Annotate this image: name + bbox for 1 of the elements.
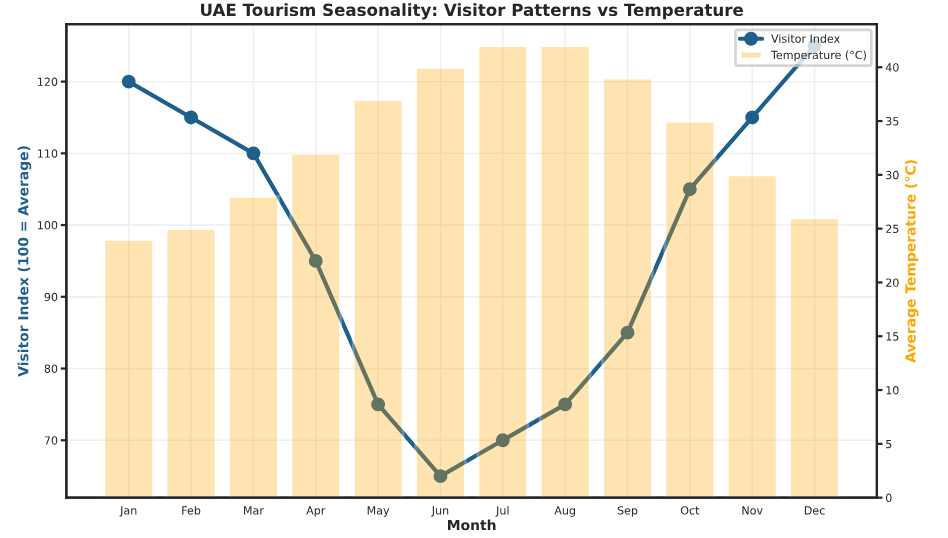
chart-title: UAE Tourism Seasonality: Visitor Patterns vs Temperature: [201, 3, 743, 20]
